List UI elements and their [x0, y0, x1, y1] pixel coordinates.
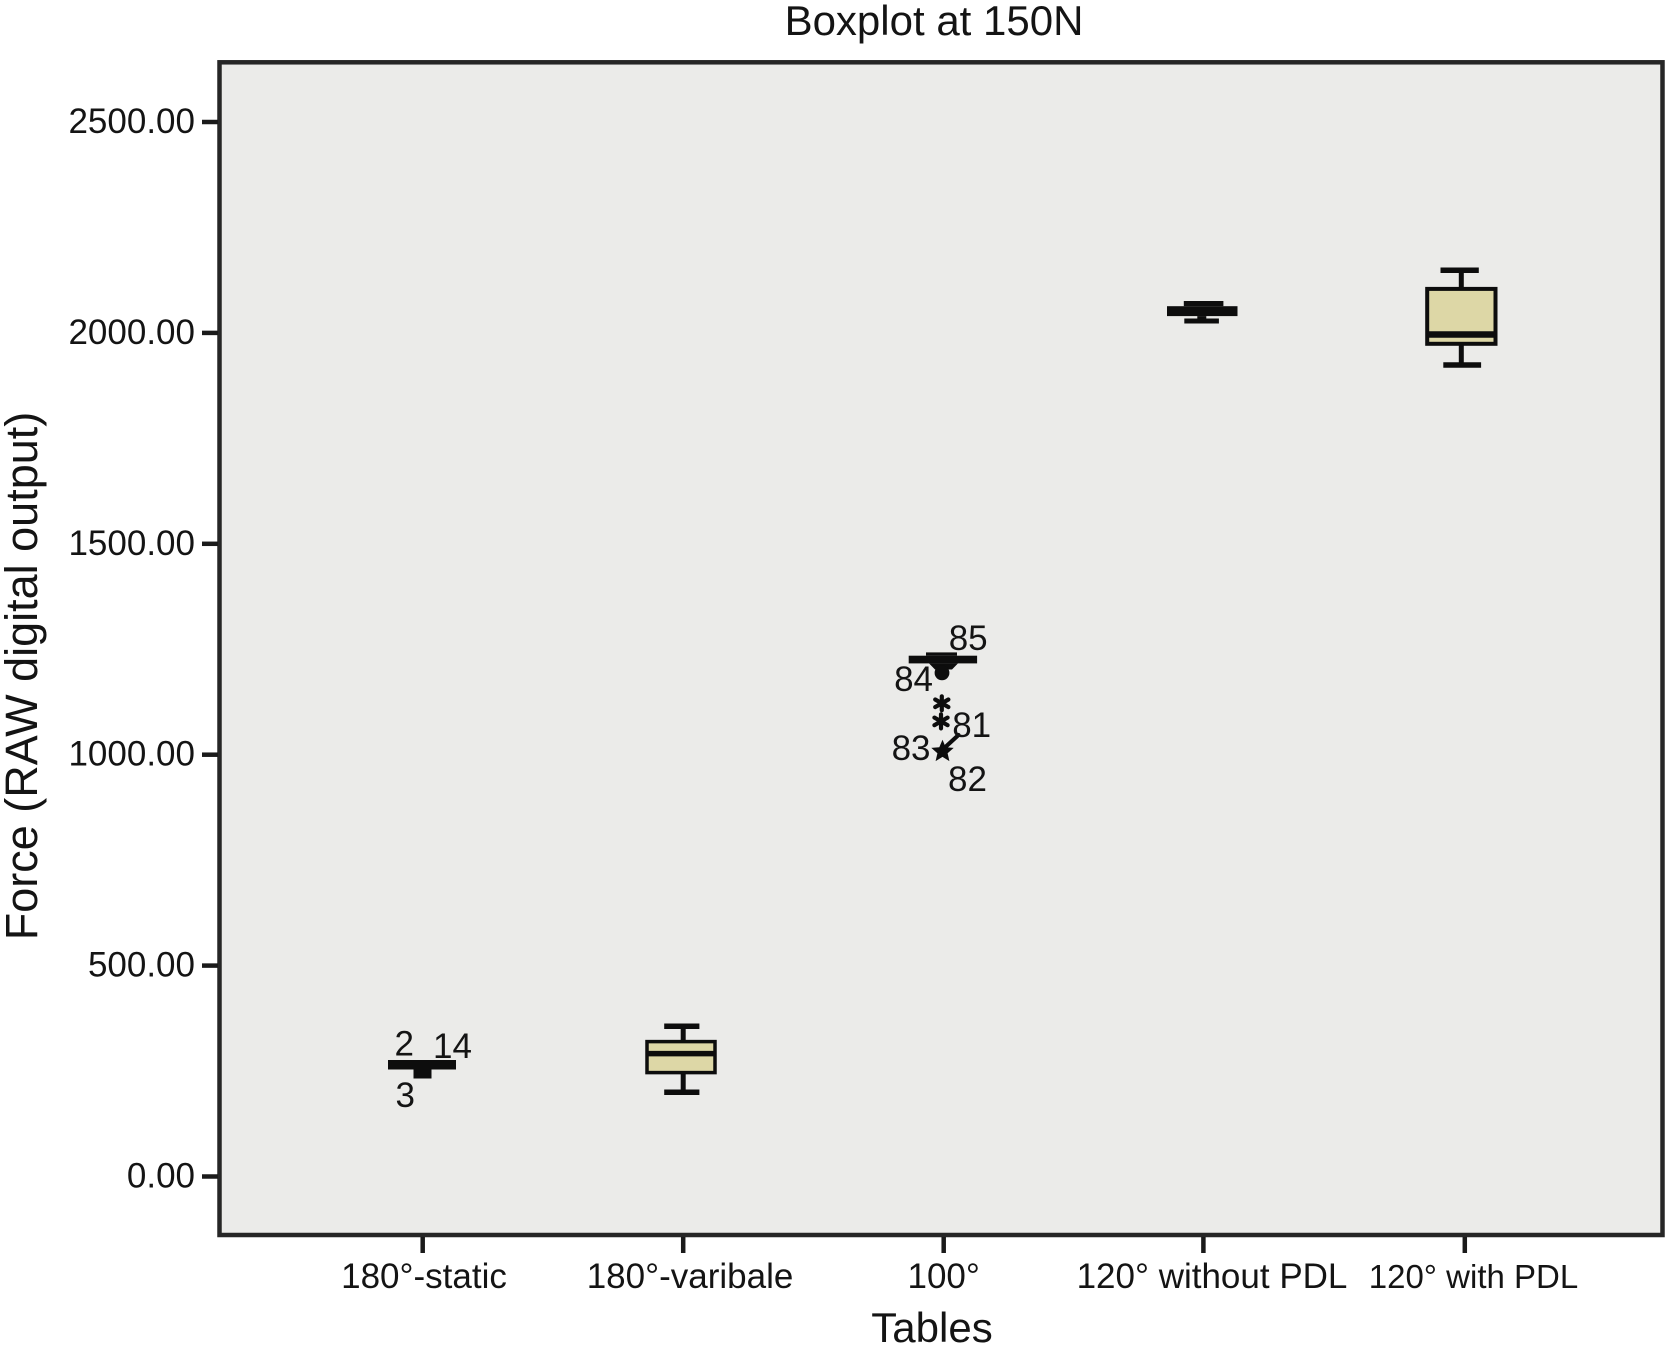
- svg-text:100°: 100°: [907, 1257, 979, 1296]
- svg-text:1500.00: 1500.00: [68, 524, 195, 563]
- svg-text:120° without PDL: 120° without PDL: [1077, 1257, 1348, 1296]
- svg-text:2500.00: 2500.00: [68, 102, 195, 141]
- svg-text:Boxplot at 150N: Boxplot at 150N: [785, 0, 1084, 44]
- svg-text:2000.00: 2000.00: [68, 313, 195, 352]
- svg-text:3: 3: [396, 1076, 415, 1115]
- svg-text:84: 84: [894, 660, 933, 699]
- svg-text:180°-static: 180°-static: [341, 1257, 507, 1296]
- svg-text:0.00: 0.00: [127, 1157, 195, 1196]
- svg-text:Force (RAW digital output): Force (RAW digital output): [0, 412, 47, 941]
- svg-text:2: 2: [395, 1025, 414, 1064]
- svg-text:85: 85: [949, 619, 988, 658]
- svg-text:Tables: Tables: [871, 1304, 992, 1351]
- svg-text:83: 83: [892, 729, 931, 768]
- svg-text:82: 82: [948, 760, 987, 799]
- svg-text:500.00: 500.00: [88, 946, 195, 985]
- svg-text:81: 81: [952, 706, 991, 745]
- svg-text:1000.00: 1000.00: [68, 735, 195, 774]
- svg-text:180°-varibale: 180°-varibale: [587, 1257, 794, 1296]
- svg-text:120° with PDL: 120° with PDL: [1369, 1258, 1578, 1295]
- svg-text:14: 14: [433, 1027, 472, 1066]
